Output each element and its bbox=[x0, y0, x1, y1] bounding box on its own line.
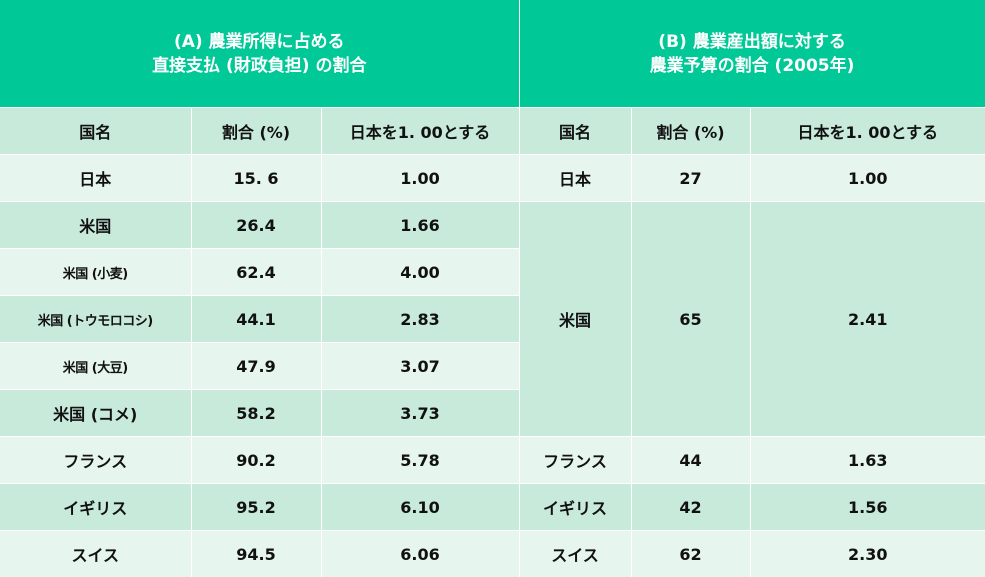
col-header-a-index: 日本を1. 00とする bbox=[321, 108, 519, 155]
table-row: フランス 90.2 5.78 フランス 44 1.63 bbox=[0, 437, 985, 484]
cell-a-index: 3.73 bbox=[321, 390, 519, 437]
cell-a-index: 1.00 bbox=[321, 155, 519, 202]
col-header-a-country: 国名 bbox=[0, 108, 191, 155]
cell-a-index: 3.07 bbox=[321, 343, 519, 390]
cell-b-country: フランス bbox=[519, 437, 631, 484]
cell-a-country: 米国 (大豆) bbox=[0, 343, 191, 390]
cell-b-index: 1.56 bbox=[750, 484, 985, 531]
cell-a-index: 2.83 bbox=[321, 296, 519, 343]
cell-a-country: フランス bbox=[0, 437, 191, 484]
cell-a-share: 95.2 bbox=[191, 484, 321, 531]
cell-a-share: 94.5 bbox=[191, 531, 321, 577]
cell-b-country: スイス bbox=[519, 531, 631, 577]
cell-a-index: 6.10 bbox=[321, 484, 519, 531]
table-row: スイス 94.5 6.06 スイス 62 2.30 bbox=[0, 531, 985, 577]
cell-b-country: イギリス bbox=[519, 484, 631, 531]
cell-a-country: スイス bbox=[0, 531, 191, 577]
section-b-title-line2: 農業予算の割合 (2005年) bbox=[520, 54, 985, 78]
cell-a-index: 4.00 bbox=[321, 249, 519, 296]
column-header-row: 国名 割合 (%) 日本を1. 00とする 国名 割合 (%) 日本を1. 00… bbox=[0, 108, 985, 155]
cell-a-index: 1.66 bbox=[321, 202, 519, 249]
cell-b-country-merged: 米国 bbox=[519, 202, 631, 437]
cell-b-share: 62 bbox=[631, 531, 750, 577]
col-header-b-share: 割合 (%) bbox=[631, 108, 750, 155]
section-a-header: (A) 農業所得に占める 直接支払 (財政負担) の割合 bbox=[0, 0, 519, 108]
section-a-title-line1: (A) 農業所得に占める bbox=[0, 30, 519, 54]
section-a-title-line2: 直接支払 (財政負担) の割合 bbox=[0, 54, 519, 78]
cell-a-share: 26.4 bbox=[191, 202, 321, 249]
cell-a-share: 44.1 bbox=[191, 296, 321, 343]
cell-b-index-merged: 2.41 bbox=[750, 202, 985, 437]
table-row: 日本 15. 6 1.00 日本 27 1.00 bbox=[0, 155, 985, 202]
table-row: 米国 26.4 1.66 米国 65 2.41 bbox=[0, 202, 985, 249]
cell-b-share: 42 bbox=[631, 484, 750, 531]
cell-a-index: 6.06 bbox=[321, 531, 519, 577]
cell-a-country: 米国 (トウモロコシ) bbox=[0, 296, 191, 343]
cell-a-share: 15. 6 bbox=[191, 155, 321, 202]
col-header-b-country: 国名 bbox=[519, 108, 631, 155]
cell-b-share-merged: 65 bbox=[631, 202, 750, 437]
table-row: イギリス 95.2 6.10 イギリス 42 1.56 bbox=[0, 484, 985, 531]
cell-b-share: 44 bbox=[631, 437, 750, 484]
cell-b-country: 日本 bbox=[519, 155, 631, 202]
cell-b-index: 2.30 bbox=[750, 531, 985, 577]
cell-a-share: 90.2 bbox=[191, 437, 321, 484]
section-b-title-line1: (B) 農業産出額に対する bbox=[520, 30, 985, 54]
cell-b-index: 1.63 bbox=[750, 437, 985, 484]
cell-a-country: 米国 bbox=[0, 202, 191, 249]
cell-b-index: 1.00 bbox=[750, 155, 985, 202]
col-header-a-share: 割合 (%) bbox=[191, 108, 321, 155]
section-header-row: (A) 農業所得に占める 直接支払 (財政負担) の割合 (B) 農業産出額に対… bbox=[0, 0, 985, 108]
cell-a-share: 58.2 bbox=[191, 390, 321, 437]
cell-a-index: 5.78 bbox=[321, 437, 519, 484]
cell-a-country: 米国 (コメ) bbox=[0, 390, 191, 437]
cell-a-share: 47.9 bbox=[191, 343, 321, 390]
col-header-b-index: 日本を1. 00とする bbox=[750, 108, 985, 155]
cell-a-country: イギリス bbox=[0, 484, 191, 531]
cell-a-country: 米国 (小麦) bbox=[0, 249, 191, 296]
cell-a-country: 日本 bbox=[0, 155, 191, 202]
cell-a-share: 62.4 bbox=[191, 249, 321, 296]
cell-b-share: 27 bbox=[631, 155, 750, 202]
section-b-header: (B) 農業産出額に対する 農業予算の割合 (2005年) bbox=[519, 0, 985, 108]
